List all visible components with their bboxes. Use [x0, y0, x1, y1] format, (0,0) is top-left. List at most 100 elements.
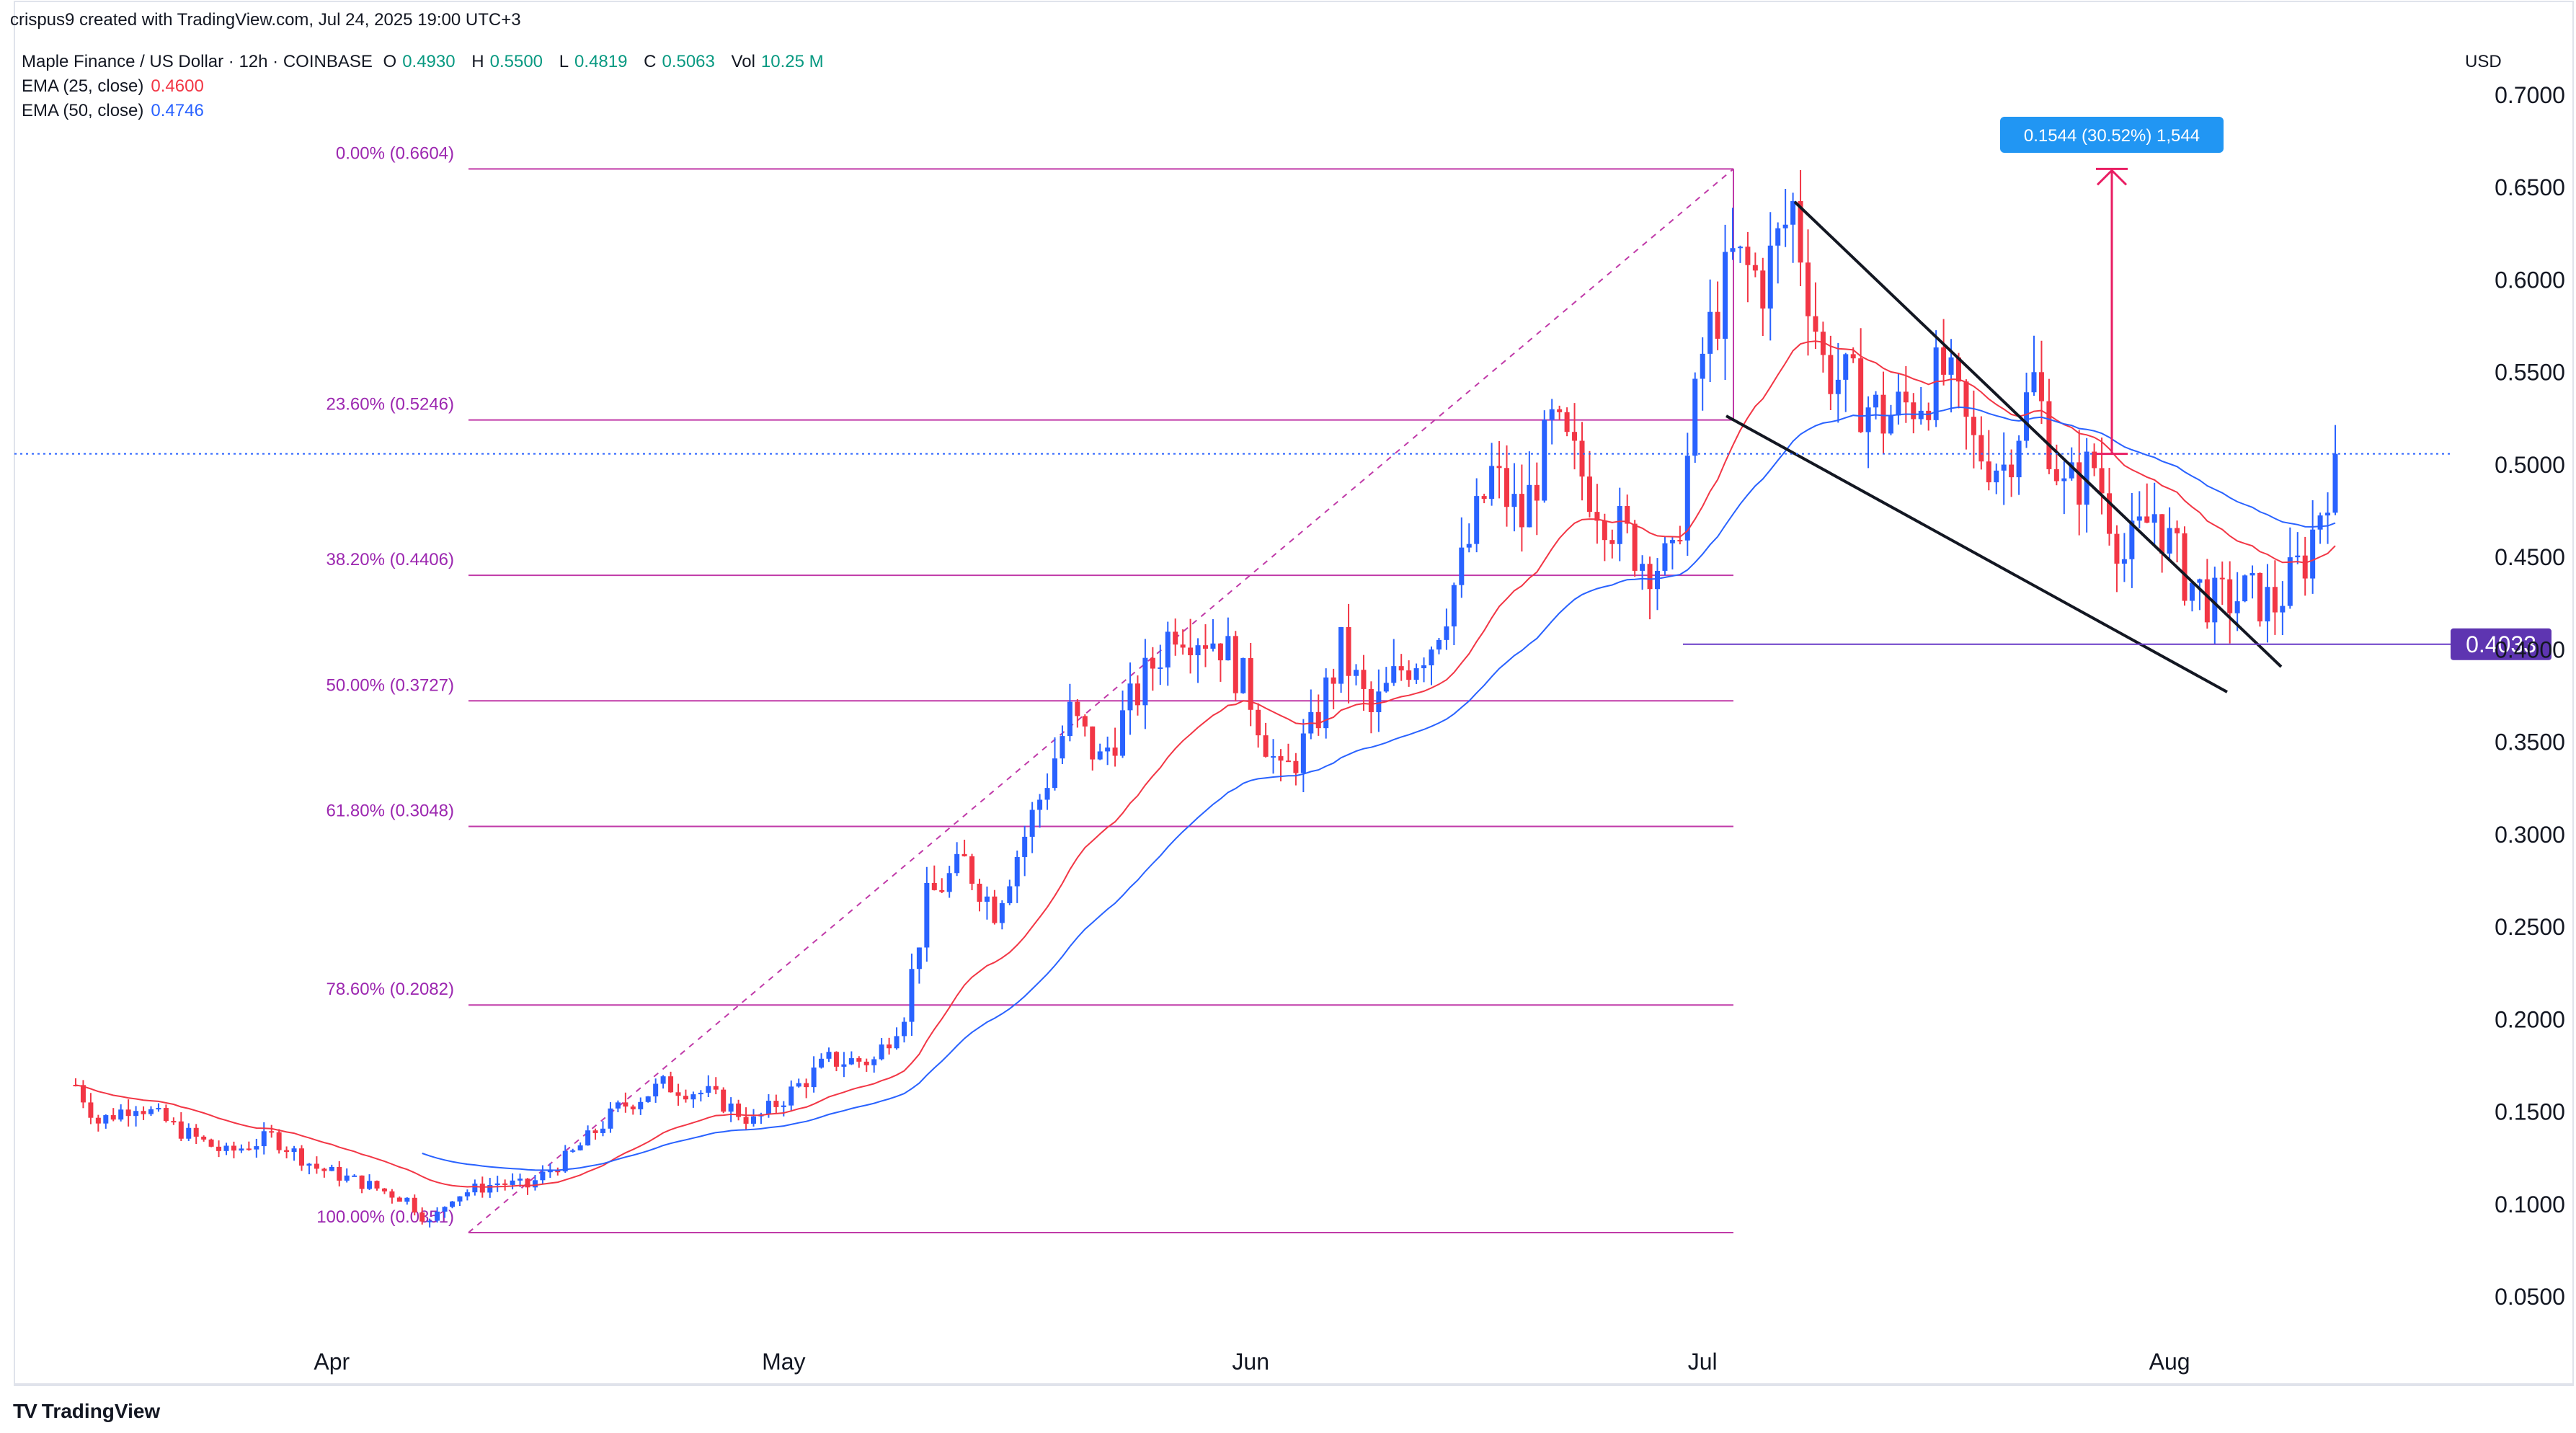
candle-body — [1406, 670, 1412, 680]
candle-body — [231, 1145, 236, 1151]
candle-body — [2046, 401, 2052, 469]
candle-body — [1142, 657, 1148, 706]
candle-body — [796, 1083, 801, 1087]
candle-body — [2114, 533, 2120, 564]
candle-body — [2249, 572, 2255, 576]
candle-body — [118, 1109, 124, 1120]
candle-body — [1067, 701, 1072, 737]
candle-body — [223, 1145, 229, 1151]
candle-body — [2197, 579, 2203, 583]
candle-body — [1052, 758, 1057, 789]
candle-body — [706, 1086, 711, 1093]
candle-body — [2053, 469, 2059, 482]
candle-body — [819, 1058, 825, 1068]
legend-ema50-label: EMA (50, close) — [22, 101, 144, 120]
candle-body — [1459, 547, 1465, 585]
fib-level-label: 38.20% (0.4406) — [327, 550, 454, 569]
candle-body — [1421, 665, 1427, 669]
time-axis: Apr May Jun Jul Aug — [314, 1349, 2190, 1375]
candle-body — [2061, 478, 2067, 482]
candle-body — [871, 1059, 877, 1065]
price-axis: 0.0500 0.1000 0.1500 0.2000 0.2500 0.3000 0.35… — [2495, 82, 2565, 1310]
wedge-upper-trendline — [1793, 200, 2283, 668]
candle-body — [728, 1103, 734, 1112]
candle-body — [1737, 247, 1743, 249]
fib-level-label: 78.60% (0.2082) — [327, 980, 454, 999]
candle-body — [1669, 540, 1675, 544]
candle-body — [2325, 513, 2331, 516]
candle-body — [239, 1148, 244, 1151]
falling-wedge-pattern: 0.4033 0.1544 (30.52%) 1,544 — [14, 117, 2551, 693]
candle-body — [1474, 496, 1480, 544]
candle-body — [2129, 520, 2135, 559]
candle-body — [2159, 514, 2165, 554]
candle-body — [1865, 407, 1871, 432]
open-label: O — [383, 52, 397, 71]
candle-body — [1225, 636, 1231, 661]
candle-body — [1594, 512, 1600, 521]
currency-label[interactable]: USD — [2465, 52, 2502, 71]
candle-body — [2151, 514, 2157, 523]
candle-body — [352, 1175, 357, 1177]
candle-body — [2189, 582, 2195, 601]
candle-body — [1120, 710, 1126, 756]
candle-body — [1813, 316, 1818, 332]
candle-body — [879, 1044, 884, 1060]
candle-body — [1165, 631, 1171, 667]
candle-body — [1933, 347, 1939, 420]
price-tick-label: 0.5500 — [2495, 360, 2565, 386]
candle-body — [1338, 626, 1344, 684]
candle-body — [1662, 543, 1668, 571]
open-value: 0.4930 — [402, 52, 456, 71]
candle-body — [1346, 626, 1351, 676]
candle-body — [1511, 494, 1517, 507]
candle-body — [2069, 462, 2074, 479]
candle-body — [88, 1102, 94, 1118]
tradingview-brand: TradingView — [41, 1400, 161, 1422]
ema25-line — [75, 340, 2336, 1188]
volume-value: 10.25 M — [760, 52, 824, 71]
volume-label: Vol — [731, 52, 755, 71]
candle-body — [1873, 394, 1879, 408]
candle-body — [389, 1191, 395, 1198]
candle-body — [2107, 493, 2112, 534]
price-tick-label: 0.3500 — [2495, 729, 2565, 755]
candle-body — [1158, 667, 1163, 669]
price-tick-label: 0.5000 — [2495, 452, 2565, 478]
candle-body — [1233, 636, 1238, 693]
candle-body — [1542, 420, 1547, 501]
candle-body — [1413, 668, 1419, 680]
close-value: 0.5063 — [662, 52, 715, 71]
candle-body — [1700, 353, 1705, 379]
legend-ema50[interactable]: EMA (50, close) 0.4746 — [22, 101, 204, 121]
candle-body — [1315, 711, 1321, 729]
candle-body — [1752, 265, 1758, 271]
candle-body — [1625, 506, 1630, 524]
candle-body — [1090, 726, 1096, 760]
symbol-title[interactable]: Maple Finance / US Dollar · 12h · COINBA… — [22, 52, 373, 71]
legend-ema25[interactable]: EMA (25, close) 0.4600 — [22, 76, 204, 97]
measure-label: 0.1544 (30.52%) 1,544 — [2024, 126, 2200, 146]
candle-body — [314, 1163, 319, 1169]
candle-body — [1368, 688, 1374, 712]
support-price-label: 0.4033 — [2466, 631, 2536, 657]
candle-body — [1715, 311, 1720, 339]
candle-body — [1806, 262, 1811, 316]
candle-body — [1850, 354, 1856, 359]
candle-body — [946, 873, 952, 892]
candle-body — [510, 1180, 515, 1185]
candle-body — [773, 1101, 779, 1107]
candle-body — [1963, 381, 1969, 417]
candle-body — [1489, 466, 1495, 500]
candlesticks — [73, 169, 2338, 1228]
candle-body — [246, 1148, 252, 1150]
candle-body — [1835, 379, 1841, 394]
candle-body — [1549, 409, 1555, 420]
candle-body — [216, 1146, 222, 1151]
candle-body — [1188, 647, 1194, 656]
candle-body — [1248, 657, 1253, 710]
candle-body — [765, 1101, 771, 1114]
candle-body — [276, 1132, 282, 1150]
wedge-lower-trendline — [1726, 414, 2228, 693]
